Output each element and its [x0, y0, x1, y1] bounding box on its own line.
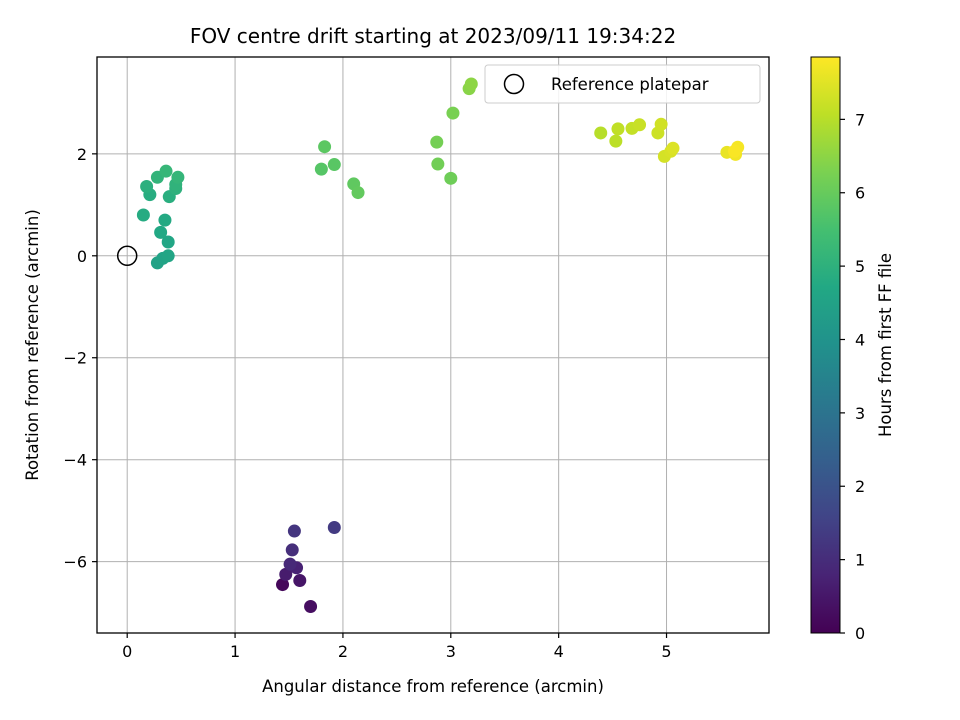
scatter-point — [351, 186, 365, 200]
y-axis-label: Rotation from reference (arcmin) — [23, 209, 42, 481]
y-axis-ticks: 2 0 −2 −4 −6 — [63, 145, 97, 572]
colorbar-tick-label: 7 — [855, 110, 865, 129]
scatter-point — [633, 118, 647, 132]
scatter-point — [594, 126, 608, 140]
colorbar: 0 1 2 3 4 5 6 7 Hours from first FF file — [810, 56, 895, 643]
scatter-point — [171, 170, 185, 184]
x-axis-ticks: 0 1 2 3 4 5 — [122, 633, 672, 661]
scatter-point — [611, 122, 625, 136]
scatter-point — [140, 179, 154, 193]
colorbar-gradient — [810, 56, 841, 634]
colorbar-ticks: 0 1 2 3 4 5 6 7 — [840, 110, 865, 643]
y-tick-label: −4 — [63, 451, 87, 470]
legend-entry-reference: Reference platepar — [551, 75, 709, 94]
scatter-point — [314, 162, 328, 176]
scatter-point — [446, 106, 460, 120]
scatter-point — [430, 135, 444, 149]
scatter-point — [161, 249, 175, 263]
x-tick-label: 3 — [446, 642, 456, 661]
legend-box — [484, 64, 761, 104]
chart-title: FOV centre drift starting at 2023/09/11 … — [190, 24, 676, 48]
scatter-point — [136, 208, 150, 222]
reference-platepar-marker — [116, 245, 138, 267]
scatter-point — [285, 543, 299, 557]
colorbar-tick-label: 5 — [855, 257, 865, 276]
scatter-point — [654, 117, 668, 131]
scatter-point — [161, 235, 175, 249]
colorbar-tick-label: 1 — [855, 551, 865, 570]
scatter-point — [158, 213, 172, 227]
y-tick-label: 2 — [77, 145, 87, 164]
plot-frame — [96, 56, 770, 634]
legend: Reference platepar — [484, 64, 761, 104]
colorbar-label: Hours from first FF file — [876, 253, 895, 437]
scatter-point — [609, 134, 623, 148]
scatter-point — [287, 524, 301, 538]
scatter-point — [327, 158, 341, 172]
x-tick-label: 2 — [338, 642, 348, 661]
scatter-point — [666, 141, 680, 155]
x-tick-label: 5 — [661, 642, 671, 661]
scatter-point — [276, 578, 290, 592]
scatter-point — [283, 557, 297, 571]
scatter-point — [159, 164, 173, 178]
y-tick-label: 0 — [77, 247, 87, 266]
colorbar-tick-label: 3 — [855, 404, 865, 423]
scatter-point — [304, 599, 318, 613]
x-tick-label: 0 — [122, 642, 132, 661]
x-tick-label: 4 — [554, 642, 564, 661]
data-points — [136, 77, 745, 613]
y-tick-label: −6 — [63, 553, 87, 572]
scatter-point — [318, 140, 332, 154]
scatter-point — [431, 157, 445, 171]
scatter-point — [444, 171, 458, 185]
reference-marker-group — [116, 245, 138, 267]
x-axis-label: Angular distance from reference (arcmin) — [262, 677, 604, 696]
colorbar-tick-label: 4 — [855, 330, 865, 349]
legend-marker-icon — [503, 73, 525, 95]
scatter-point — [279, 567, 293, 581]
scatter-point — [327, 520, 341, 534]
y-tick-label: −2 — [63, 349, 87, 368]
scatter-point — [293, 573, 307, 587]
colorbar-tick-label: 6 — [855, 184, 865, 203]
scatter-point — [727, 144, 741, 158]
x-tick-label: 1 — [230, 642, 240, 661]
colorbar-tick-label: 0 — [855, 624, 865, 643]
scatter-point — [464, 77, 478, 91]
scatter-point — [154, 225, 168, 239]
colorbar-tick-label: 2 — [855, 477, 865, 496]
